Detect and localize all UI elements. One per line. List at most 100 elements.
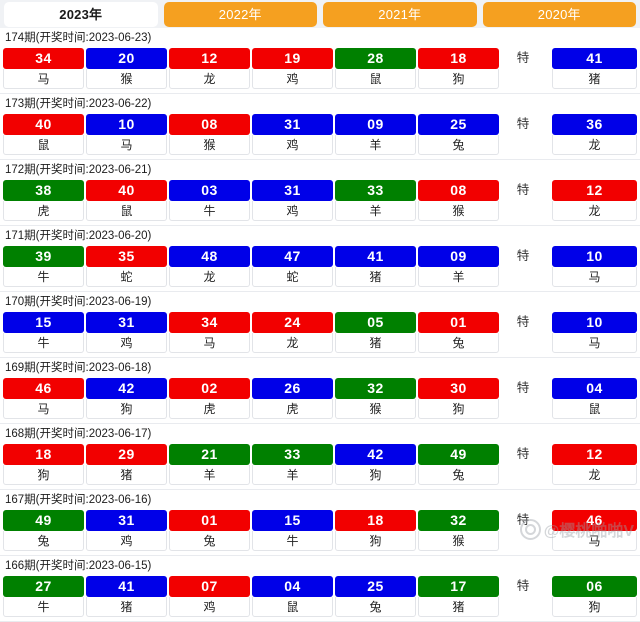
ball-strip: 46 马 42 狗 02 虎 26 虎 32 猴 30 狗特 04 鼠	[0, 378, 640, 419]
ball-zodiac: 马	[3, 399, 84, 419]
draw-row: 166期(开奖时间:2023-06-15) 27 牛 41 猪 07 鸡 04 鼠 25 兔 17 猪特…	[0, 556, 640, 622]
special-ball-cell: 06 狗	[552, 576, 637, 617]
special-ball-zodiac: 狗	[552, 597, 637, 617]
ball-number: 29	[86, 444, 167, 465]
ball-zodiac: 龙	[169, 69, 250, 89]
special-ball-label: 特	[516, 579, 530, 593]
ball-number: 01	[169, 510, 250, 531]
ball-zodiac: 马	[86, 135, 167, 155]
draw-row: 174期(开奖时间:2023-06-23) 34 马 20 猴 12 龙 19 鸡 28 鼠 18 狗 特…	[0, 28, 640, 94]
draw-title: 169期(开奖时间:2023-06-18)	[5, 362, 152, 374]
ball-cell: 30 狗	[418, 378, 499, 419]
draw-title: 171期(开奖时间:2023-06-20)	[5, 230, 152, 242]
year-tab-2023[interactable]: 2023年	[4, 1, 158, 27]
ball-cell: 21 羊	[169, 444, 250, 485]
special-ball-number: 41	[552, 48, 637, 69]
ball-zodiac: 鸡	[169, 597, 250, 617]
ball-zodiac: 鼠	[252, 597, 333, 617]
ball-cell: 40 鼠	[3, 114, 84, 155]
special-ball-cell: 12 龙	[552, 180, 637, 221]
ball-zodiac: 兔	[418, 135, 499, 155]
year-tab-2022[interactable]: 2022年	[163, 1, 317, 27]
ball-number: 25	[418, 114, 499, 135]
ball-number: 28	[335, 48, 416, 69]
ball-number: 47	[252, 246, 333, 267]
ball-number: 25	[335, 576, 416, 597]
year-tab-2020[interactable]: 2020年	[482, 1, 636, 27]
ball-strip: 18 狗 29 猪 21 羊 33 羊 42 狗 49 兔特 12 龙	[0, 444, 640, 485]
draw-title: 167期(开奖时间:2023-06-16)	[5, 494, 152, 506]
draw-row: 170期(开奖时间:2023-06-19) 15 牛 31 鸡 34 马 24 龙 05 猪 01 兔特…	[0, 292, 640, 358]
special-ball-cell: 04 鼠	[552, 378, 637, 419]
special-ball-label: 特	[516, 381, 530, 395]
ball-cell: 32 猴	[335, 378, 416, 419]
ball-zodiac: 羊	[252, 465, 333, 485]
ball-number: 41	[86, 576, 167, 597]
ball-zodiac: 兔	[3, 531, 84, 551]
ball-number: 49	[3, 510, 84, 531]
year-tab-bar: 2023年 2022年 2021年 2020年	[0, 0, 640, 28]
ball-cell: 01 兔	[418, 312, 499, 353]
ball-cell: 46 马	[3, 378, 84, 419]
ball-cell: 12 龙	[169, 48, 250, 89]
ball-number: 33	[335, 180, 416, 201]
ball-cell: 42 狗	[335, 444, 416, 485]
ball-cell: 27 牛	[3, 576, 84, 617]
special-ball-cell: 41 猪	[552, 48, 637, 89]
special-ball-cell: 10 马	[552, 246, 637, 287]
ball-zodiac: 猴	[335, 399, 416, 419]
ball-number: 03	[169, 180, 250, 201]
year-tab-2021[interactable]: 2021年	[323, 1, 477, 27]
draw-row: 171期(开奖时间:2023-06-20) 39 牛 35 蛇 48 龙 47 蛇 41 猪 09 羊特…	[0, 226, 640, 292]
ball-strip: 39 牛 35 蛇 48 龙 47 蛇 41 猪 09 羊特 10 马	[0, 246, 640, 287]
ball-number: 18	[335, 510, 416, 531]
ball-cell: 01 兔	[169, 510, 250, 551]
special-ball-number: 46	[552, 510, 637, 531]
ball-cell: 33 羊	[335, 180, 416, 221]
ball-zodiac: 猪	[418, 597, 499, 617]
special-ball-zodiac: 龙	[552, 465, 637, 485]
special-ball-number: 36	[552, 114, 637, 135]
special-ball-number: 10	[552, 312, 637, 333]
ball-zodiac: 鼠	[3, 135, 84, 155]
draw-title: 166期(开奖时间:2023-06-15)	[5, 560, 152, 572]
ball-cell: 47 蛇	[252, 246, 333, 287]
ball-number: 33	[252, 444, 333, 465]
ball-number: 18	[418, 48, 499, 69]
ball-cell: 29 猪	[86, 444, 167, 485]
ball-zodiac: 狗	[418, 399, 499, 419]
ball-number: 18	[3, 444, 84, 465]
ball-cell: 28 鼠	[335, 48, 416, 89]
ball-cell: 34 马	[3, 48, 84, 89]
ball-zodiac: 猪	[335, 267, 416, 287]
ball-cell: 04 鼠	[252, 576, 333, 617]
ball-cell: 18 狗	[418, 48, 499, 89]
ball-zodiac: 牛	[3, 597, 84, 617]
draw-row: 173期(开奖时间:2023-06-22) 40 鼠 10 马 08 猴 31 鸡 09 羊 25 兔 特…	[0, 94, 640, 160]
ball-number: 38	[3, 180, 84, 201]
special-ball-label: 特	[516, 117, 530, 131]
ball-number: 09	[335, 114, 416, 135]
ball-cell: 39 牛	[3, 246, 84, 287]
ball-cell: 25 兔	[335, 576, 416, 617]
ball-cell: 08 猴	[169, 114, 250, 155]
ball-zodiac: 羊	[418, 267, 499, 287]
ball-cell: 42 狗	[86, 378, 167, 419]
ball-zodiac: 猴	[169, 135, 250, 155]
special-ball-number: 06	[552, 576, 637, 597]
ball-strip: 34 马 20 猴 12 龙 19 鸡 28 鼠 18 狗 特 41 猪	[0, 48, 640, 89]
ball-zodiac: 鸡	[86, 531, 167, 551]
ball-zodiac: 猪	[86, 597, 167, 617]
ball-number: 01	[418, 312, 499, 333]
ball-number: 42	[335, 444, 416, 465]
ball-number: 07	[169, 576, 250, 597]
ball-zodiac: 马	[3, 69, 84, 89]
ball-zodiac: 猴	[86, 69, 167, 89]
special-ball-cell: 36 龙	[552, 114, 637, 155]
ball-cell: 18 狗	[3, 444, 84, 485]
special-ball-number: 04	[552, 378, 637, 399]
ball-cell: 19 鸡	[252, 48, 333, 89]
ball-cell: 38 虎	[3, 180, 84, 221]
ball-number: 15	[252, 510, 333, 531]
ball-number: 26	[252, 378, 333, 399]
